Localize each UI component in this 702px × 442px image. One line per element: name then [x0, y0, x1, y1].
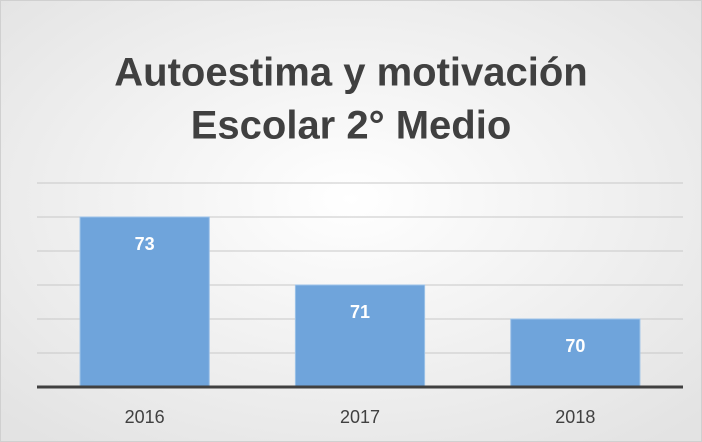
chart-title: Escolar 2° Medio	[191, 104, 512, 148]
data-label: 73	[135, 234, 155, 254]
x-tick-label: 2017	[340, 407, 380, 427]
bar	[294, 284, 426, 388]
x-tick-label: 2018	[555, 407, 595, 427]
bar	[79, 216, 210, 388]
data-label: 70	[565, 336, 585, 356]
chart-title: Autoestima y motivación	[114, 51, 587, 95]
x-tick-label: 2016	[125, 407, 165, 427]
data-label: 71	[350, 302, 370, 322]
bar	[510, 318, 641, 388]
